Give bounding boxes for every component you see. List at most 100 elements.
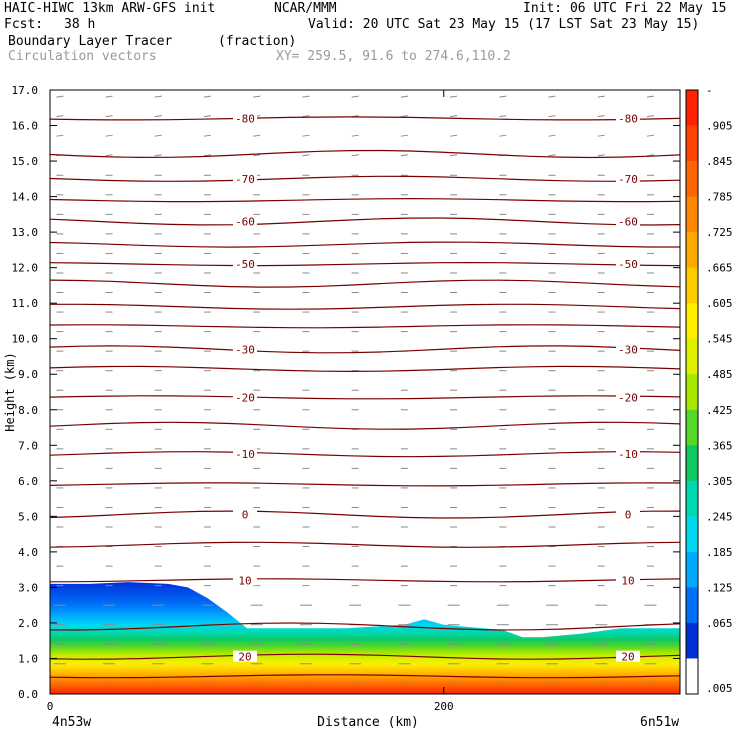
colorbar-label: .845 (706, 155, 733, 168)
colorbar-label: .005 (706, 682, 733, 695)
colorbar-label: .545 (706, 333, 733, 346)
colorbar-swatch (686, 445, 698, 482)
contour-line (50, 345, 680, 354)
wind-vector (351, 134, 359, 137)
contour-label-bg (233, 258, 257, 270)
contour-line (50, 217, 680, 226)
wind-vector (56, 134, 64, 137)
wind-vector (499, 95, 507, 98)
contour-label: -30 (618, 343, 638, 356)
wind-vector (646, 95, 655, 98)
contour-label: -60 (618, 215, 638, 228)
x-tick-label: 200 (434, 700, 454, 713)
x-axis: 0 200 (47, 90, 454, 713)
contour-label: 20 (238, 651, 251, 664)
y-tick-label: 15.0 (12, 155, 39, 168)
y-tick-label: 4.0 (18, 546, 38, 559)
colorbar-swatch (686, 303, 698, 340)
wind-vector (646, 134, 655, 137)
y-tick-label: 0.0 (18, 688, 38, 701)
contour-label: -10 (618, 448, 638, 461)
contour-line (50, 674, 680, 679)
colorbar-swatch (686, 622, 698, 659)
y-axis-label: Height (km) (3, 352, 17, 431)
valid-time: Valid: 20 UTC Sat 23 May 15 (17 LST Sat … (308, 17, 700, 32)
contour-label: -10 (235, 448, 255, 461)
tracer-region (50, 582, 680, 694)
wind-vector (499, 134, 507, 137)
contour-label-bg (616, 508, 640, 520)
contour-label-bg (233, 215, 257, 227)
colorbar-swatch (686, 90, 698, 127)
colorbar-label: .905 (706, 120, 733, 133)
contour-label-bg (616, 574, 640, 586)
y-tick-label: 13.0 (12, 226, 39, 239)
wind-vector (105, 115, 113, 118)
wind-vector (105, 95, 113, 98)
wind-vector (203, 95, 212, 98)
wind-vector (548, 95, 556, 98)
wind-vector (302, 134, 310, 137)
colorbar-label: .725 (706, 226, 733, 239)
wind-vector (548, 154, 556, 157)
contour-line (50, 482, 680, 487)
contour-line (50, 279, 680, 288)
wind-vector (351, 95, 359, 98)
y-axis: 0.0 1.0 2.0 3.0 4.0 5.0 6.0 7.0 8.0 9.0 10.0 11.0 12… (12, 84, 680, 701)
wind-vector (400, 154, 408, 157)
colorbar-label: - (706, 84, 713, 97)
model-title: HAIC-HIWC 13km ARW-GFS init (4, 1, 216, 16)
y-tick-label: 17.0 (12, 84, 39, 97)
colorbar-label: .785 (706, 191, 733, 204)
plot-area: 20 20 10 10 0 0 -10 -10 -20 -20 -30 -30 -50 -50 -60 -60… (50, 95, 680, 694)
contour-label-bg (233, 112, 257, 124)
y-tick-label: 2.0 (18, 617, 38, 630)
contour-line (50, 421, 680, 430)
wind-vector (548, 134, 556, 137)
contour-line (50, 303, 680, 310)
wind-vector (597, 154, 605, 157)
contour-label: -70 (235, 173, 255, 186)
y-tick-label: 3.0 (18, 581, 38, 594)
wind-vector (154, 115, 162, 118)
vectors-label: Circulation vectors (8, 49, 157, 64)
wind-vector (597, 95, 605, 98)
wind-vector (302, 154, 310, 157)
xy-label: XY= 259.5, 91.6 to 274.6,110.2 (276, 49, 511, 64)
y-tick-label: 11.0 (12, 297, 39, 310)
contour-label-bg (233, 448, 257, 460)
contour-line (50, 541, 680, 548)
contour-label-bg (233, 650, 257, 662)
contour-label: -20 (235, 391, 255, 404)
y-tick-label: 9.0 (18, 368, 38, 381)
contour-line (50, 451, 680, 458)
wind-vector (499, 115, 507, 118)
wind-vector (302, 95, 310, 98)
contour-line (50, 175, 680, 182)
wind-vector (450, 134, 458, 137)
contour-label-bg (233, 343, 257, 355)
colorbar-swatch (686, 658, 698, 694)
colorbar-swatch (686, 374, 698, 411)
y-tick-label: 7.0 (18, 439, 38, 452)
wind-vector (302, 115, 310, 118)
contour-label: -20 (618, 391, 638, 404)
y-tick-label: 6.0 (18, 475, 38, 488)
colorbar-label: .605 (706, 297, 733, 310)
contour-label-bg (233, 508, 257, 520)
contour-line (50, 197, 680, 203)
wind-vector (253, 134, 261, 137)
contour-line (50, 395, 680, 400)
wind-vector (646, 115, 655, 118)
wind-vector (253, 95, 261, 98)
y-tick-label: 12.0 (12, 262, 39, 275)
wind-vector (105, 134, 113, 137)
colorbar-label: .365 (706, 439, 733, 452)
wind-vector (203, 134, 212, 137)
colorbar-label: .065 (706, 617, 733, 630)
colorbar-label: .185 (706, 546, 733, 559)
wind-vector (203, 154, 212, 157)
colorbar-swatch (686, 267, 698, 304)
wind-vector (154, 134, 162, 137)
